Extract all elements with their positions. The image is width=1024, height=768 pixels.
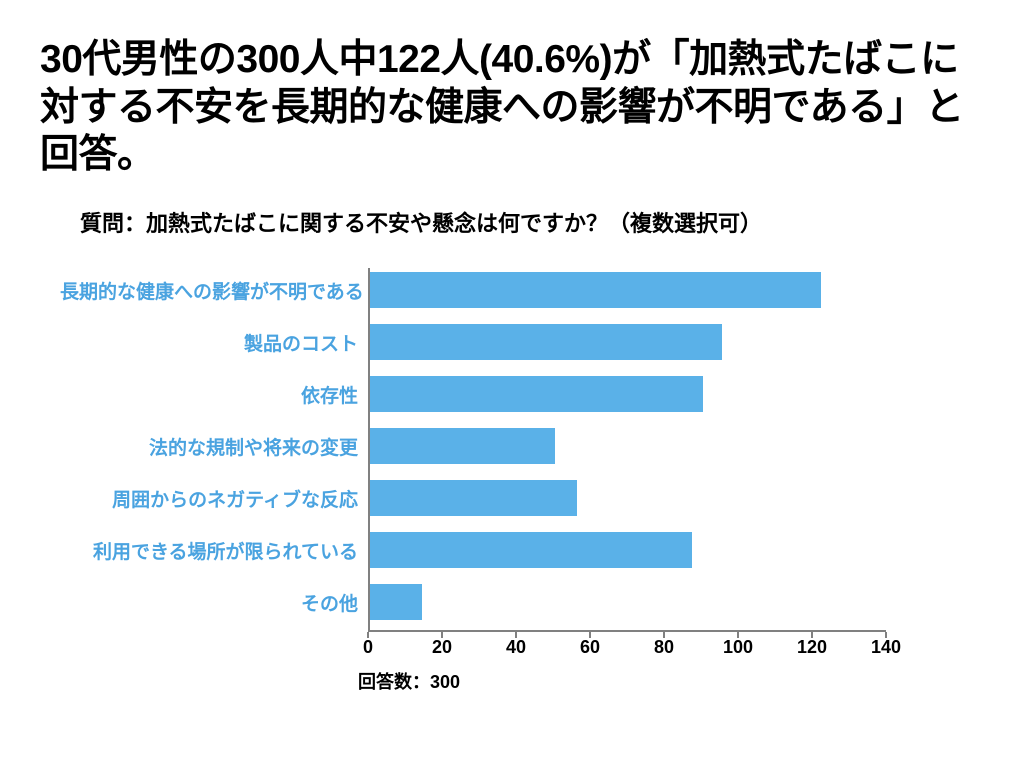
x-tick-label: 20 xyxy=(432,637,452,658)
bar xyxy=(370,584,422,620)
chart-row: 法的な規制や将来の変更 xyxy=(60,424,920,468)
bar xyxy=(370,272,821,308)
chart-row: その他 xyxy=(60,580,920,624)
x-tick-label: 100 xyxy=(723,637,753,658)
chart-row: 長期的な健康への影響が不明である xyxy=(60,268,920,312)
category-label: 法的な規制や将来の変更 xyxy=(60,433,368,460)
x-tick-label: 40 xyxy=(506,637,526,658)
bar xyxy=(370,532,692,568)
headline: 30代男性の300人中122人(40.6%)が「加熱式たばこに対する不安を長期的… xyxy=(40,36,984,179)
footer-note: 回答数：300 xyxy=(358,668,460,694)
x-tick-label: 60 xyxy=(580,637,600,658)
category-label: 利用できる場所が限られている xyxy=(60,537,368,564)
bar xyxy=(370,428,555,464)
category-label: 周囲からのネガティブな反応 xyxy=(60,485,368,512)
concern-bar-chart: 0 20 40 60 80 100 120 140 長期的な健康への影響が不明で… xyxy=(60,258,920,688)
chart-rows: 長期的な健康への影響が不明である 製品のコスト 依存性 法的な規制や将来の変更 xyxy=(60,268,920,632)
category-label: その他 xyxy=(60,589,368,616)
x-tick-label: 120 xyxy=(797,637,827,658)
bar xyxy=(370,480,577,516)
chart-row: 依存性 xyxy=(60,372,920,416)
chart-row: 利用できる場所が限られている xyxy=(60,528,920,572)
chart-row: 製品のコスト xyxy=(60,320,920,364)
category-label: 依存性 xyxy=(60,381,368,408)
bar xyxy=(370,376,703,412)
chart-row: 周囲からのネガティブな反応 xyxy=(60,476,920,520)
bar xyxy=(370,324,722,360)
subtitle: 質問：加熱式たばこに関する不安や懸念は何ですか？（複数選択可） xyxy=(80,206,762,238)
category-label: 長期的な健康への影響が不明である xyxy=(60,277,368,304)
category-label: 製品のコスト xyxy=(60,329,368,356)
x-tick-label: 80 xyxy=(654,637,674,658)
x-tick-label: 0 xyxy=(363,637,373,658)
page: 30代男性の300人中122人(40.6%)が「加熱式たばこに対する不安を長期的… xyxy=(0,0,1024,768)
x-tick-label: 140 xyxy=(871,637,901,658)
